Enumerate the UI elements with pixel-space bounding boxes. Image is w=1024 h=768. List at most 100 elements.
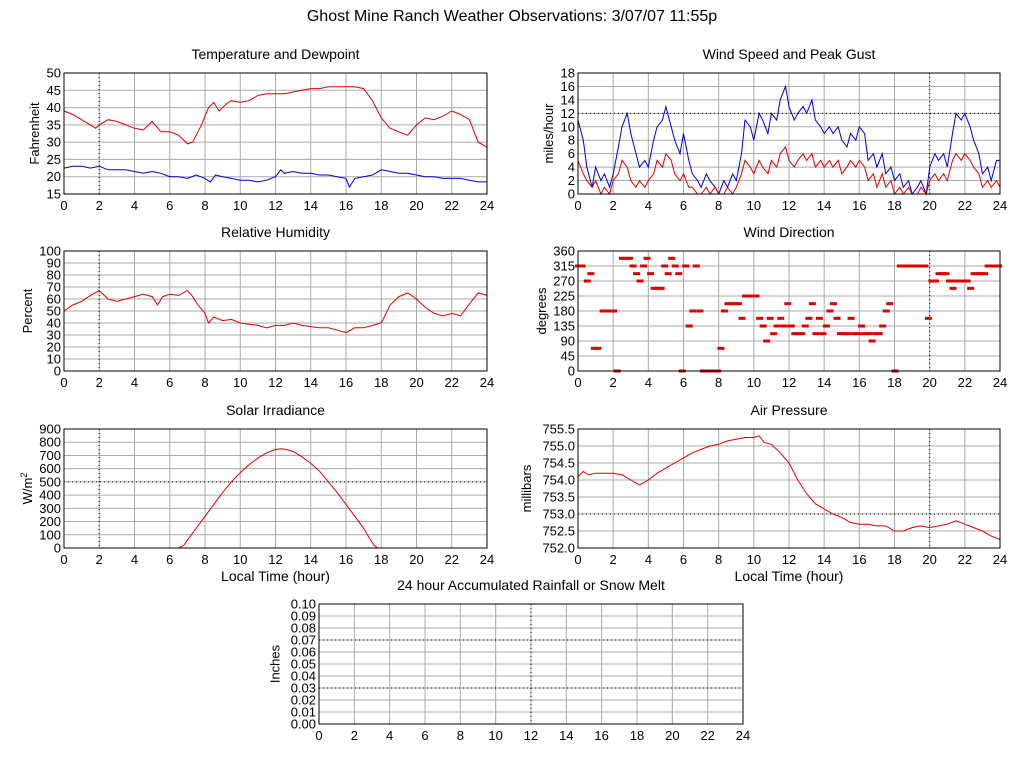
data-point: [650, 286, 658, 290]
data-point: [759, 324, 767, 328]
y-tick-label: 60: [47, 292, 61, 307]
data-point: [773, 324, 781, 328]
x-tick-label: 2: [351, 728, 358, 743]
data-point: [780, 324, 788, 328]
y-tick-label: 754.0: [542, 473, 575, 488]
x-tick-label: 18: [887, 375, 901, 390]
data-point: [664, 272, 672, 276]
x-tick-label: 20: [922, 552, 936, 567]
x-tick-label: 22: [958, 552, 972, 567]
y-tick-label: 12: [561, 106, 575, 121]
data-point: [724, 302, 732, 306]
x-axis-label: Local Time (hour): [221, 568, 330, 584]
data-point: [819, 332, 827, 336]
y-axis-label: degrees: [534, 287, 549, 334]
data-point: [738, 316, 746, 320]
x-tick-label: 16: [339, 552, 353, 567]
series-line-0: [63, 289, 488, 334]
data-point: [812, 332, 820, 336]
x-tick-label: 24: [993, 375, 1007, 390]
data-point: [949, 286, 957, 290]
x-tick-label: 16: [852, 552, 866, 567]
data-point: [826, 309, 834, 313]
y-tick-label: 0.01: [291, 705, 316, 720]
data-point: [886, 302, 894, 306]
y-tick-label: 0.10: [291, 597, 316, 612]
chart-title: 24 hour Accumulated Rainfall or Snow Mel…: [397, 577, 665, 593]
y-tick-label: 16: [561, 79, 575, 94]
y-tick-label: 6: [568, 146, 575, 161]
data-point: [766, 316, 774, 320]
data-point: [696, 309, 704, 313]
x-tick-label: 24: [480, 552, 494, 567]
data-point: [794, 332, 802, 336]
data-point: [731, 302, 739, 306]
x-tick-label: 22: [445, 198, 459, 213]
x-tick-label: 0: [60, 198, 67, 213]
x-tick-label: 10: [233, 552, 247, 567]
y-tick-label: 600: [39, 461, 61, 476]
y-axis-label: W/m2: [19, 473, 35, 505]
x-tick-label: 10: [747, 552, 761, 567]
y-tick-label: 20: [47, 340, 61, 355]
y-tick-label: 400: [39, 488, 61, 503]
data-point: [727, 302, 735, 306]
y-tick-label: 8: [568, 133, 575, 148]
x-tick-label: 14: [304, 552, 318, 567]
x-tick-label: 8: [715, 375, 722, 390]
y-tick-label: 40: [47, 316, 61, 331]
data-point: [963, 279, 971, 283]
y-tick-label: 50: [47, 66, 61, 81]
y-axis-label: millibars: [519, 464, 534, 512]
y-tick-label: 752.5: [542, 524, 575, 539]
plot-frame: [63, 250, 488, 372]
series-line-0: [577, 435, 1001, 540]
y-tick-label: 0.07: [291, 633, 316, 648]
x-tick-label: 0: [60, 552, 67, 567]
y-tick-label: 0: [568, 187, 575, 202]
x-tick-label: 6: [166, 552, 173, 567]
series-line-0: [63, 86, 488, 148]
y-tick-label: 45: [47, 83, 61, 98]
y-axis-label: Percent: [20, 288, 35, 333]
data-point: [988, 264, 996, 268]
chart-title: Wind Speed and Peak Gust: [703, 46, 876, 62]
data-point: [914, 264, 922, 268]
y-tick-label: 10: [47, 352, 61, 367]
chart-rain: 24 hour Accumulated Rainfall or Snow Mel…: [267, 577, 750, 743]
data-point: [763, 339, 771, 343]
x-tick-label: 16: [339, 375, 353, 390]
data-point: [654, 286, 662, 290]
data-point: [770, 332, 778, 336]
x-tick-label: 0: [574, 375, 581, 390]
chart-title: Air Pressure: [750, 402, 827, 418]
y-tick-label: 20: [47, 169, 61, 184]
y-tick-label: 15: [47, 187, 61, 202]
x-tick-label: 4: [386, 728, 393, 743]
x-tick-label: 18: [374, 375, 388, 390]
x-tick-label: 6: [680, 552, 687, 567]
data-point: [847, 316, 855, 320]
x-tick-label: 0: [315, 728, 322, 743]
data-point: [647, 272, 655, 276]
y-tick-label: 0: [54, 364, 61, 379]
y-tick-label: 500: [39, 474, 61, 489]
x-tick-label: 20: [665, 728, 679, 743]
data-point: [851, 332, 859, 336]
x-tick-label: 18: [887, 552, 901, 567]
x-tick-label: 20: [922, 198, 936, 213]
data-point: [692, 264, 700, 268]
data-point: [868, 339, 876, 343]
y-axis-label: Fahrenheit: [27, 102, 42, 165]
plot-frame: [63, 428, 488, 549]
data-point: [861, 332, 869, 336]
x-tick-label: 8: [201, 375, 208, 390]
y-tick-label: 40: [47, 100, 61, 115]
data-point: [675, 272, 683, 276]
x-axis-label: Local Time (hour): [735, 568, 844, 584]
x-tick-label: 24: [480, 198, 494, 213]
x-tick-label: 22: [700, 728, 714, 743]
y-tick-label: 2: [568, 173, 575, 188]
data-point: [594, 346, 602, 350]
